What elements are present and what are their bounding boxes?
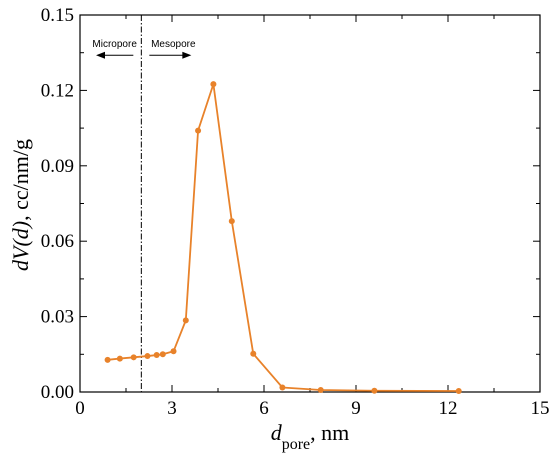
data-point — [195, 127, 202, 134]
data-point — [153, 352, 160, 359]
x-axis-label-symbol: d — [271, 420, 283, 445]
data-point — [116, 355, 123, 362]
mesopore-label: Mesopore — [151, 39, 196, 50]
data-point — [250, 350, 257, 357]
x-axis-label: dpore, nm — [271, 420, 350, 453]
data-point — [144, 353, 151, 360]
series-group — [104, 81, 462, 394]
data-point — [317, 386, 324, 393]
x-tick-label: 15 — [531, 398, 550, 419]
data-point — [228, 218, 235, 225]
y-tick-label: 0.03 — [41, 307, 74, 328]
y-tick-label: 0.09 — [41, 156, 74, 177]
x-tick-label: 12 — [439, 398, 458, 419]
micropore-arrow-head — [96, 51, 105, 59]
micropore-label: Micropore — [92, 39, 137, 50]
data-point — [159, 351, 166, 358]
y-tick-label: 0.00 — [41, 382, 74, 403]
data-point — [371, 387, 378, 394]
y-axis-label: dV(d), cc/nm/g — [8, 139, 33, 271]
data-point — [182, 317, 189, 324]
region-arrows — [96, 51, 192, 59]
x-tick-label: 6 — [259, 398, 269, 419]
x-tick-labels: 0 3 6 9 12 15 — [75, 398, 549, 419]
x-axis-label-unit: , nm — [310, 420, 349, 445]
data-point — [279, 384, 286, 391]
x-tick-label: 0 — [75, 398, 85, 419]
mesopore-arrow-head — [182, 51, 192, 59]
series-line — [107, 83, 459, 392]
y-tick-label: 0.15 — [41, 5, 74, 26]
data-point — [104, 356, 111, 363]
data-point — [210, 81, 217, 88]
y-axis-label-unit: , cc/nm/g — [8, 139, 33, 221]
y-axis-label-symbol: dV(d) — [8, 221, 33, 271]
x-axis-label-subscript: pore — [282, 436, 310, 453]
axis-ticks — [79, 14, 541, 393]
x-tick-label: 3 — [167, 398, 177, 419]
x-tick-label: 9 — [351, 398, 361, 419]
y-tick-label: 0.12 — [41, 80, 74, 101]
y-tick-labels: 0.00 0.03 0.06 0.09 0.12 0.15 — [41, 5, 74, 403]
data-point — [130, 354, 137, 361]
data-point — [170, 348, 177, 355]
y-tick-label: 0.06 — [41, 231, 74, 252]
plot-frame — [79, 14, 541, 393]
data-point — [455, 387, 462, 394]
